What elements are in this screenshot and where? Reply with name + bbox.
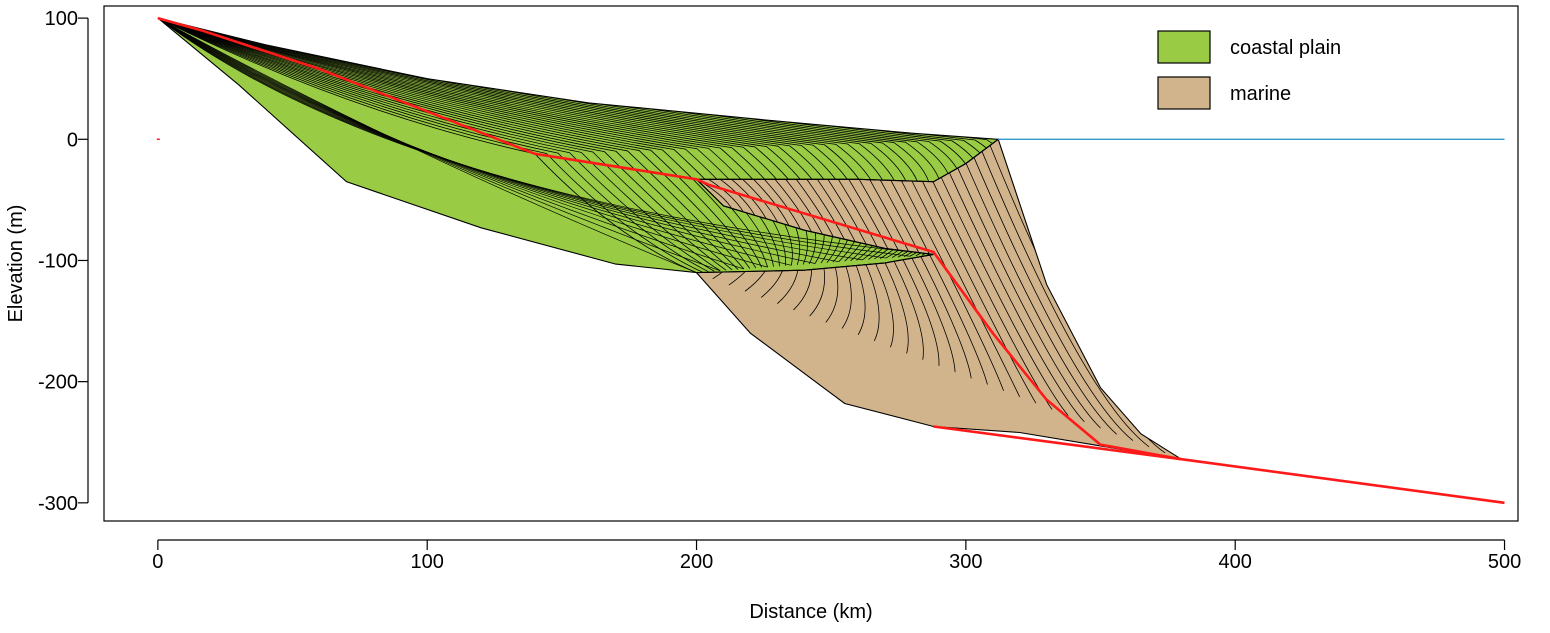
- y-tick-label: 0: [67, 129, 78, 151]
- marine-time-line: [937, 147, 1085, 423]
- coastal-time-line: [157, 18, 709, 273]
- x-tick-label: 300: [949, 551, 982, 573]
- coastal-time-line: [157, 18, 715, 272]
- basement-line: [933, 425, 1505, 505]
- coastal-plain-region: [157, 18, 999, 273]
- marine-time-line: [867, 156, 972, 379]
- coastal-time-line: [157, 18, 934, 255]
- marine-time-line: [816, 163, 894, 348]
- marine-time-line: [796, 165, 866, 335]
- marine-time-line: [826, 161, 909, 354]
- y-tick-label: -200: [38, 372, 78, 394]
- coastal-time-line: [157, 18, 727, 271]
- y-tick-label: 100: [45, 8, 78, 30]
- x-tick-label: 200: [680, 551, 713, 573]
- y-axis: -300 -200 -100 0 100: [38, 8, 89, 515]
- y-tick-label: -100: [38, 250, 78, 272]
- marine-time-line: [847, 159, 940, 366]
- marine-time-line: [836, 160, 924, 360]
- x-axis-title: Distance (km): [749, 601, 872, 623]
- x-tick-label: 0: [152, 551, 163, 573]
- legend-label-marine: marine: [1230, 83, 1291, 105]
- marine-time-line: [967, 143, 1134, 441]
- coastal-time-line: [157, 18, 745, 270]
- marine-time-line: [957, 144, 1117, 435]
- marine-time-line: [927, 148, 1069, 416]
- coastal-time-line: [157, 18, 739, 270]
- region-outline: [695, 138, 1182, 460]
- coastal-time-line: [157, 18, 763, 268]
- legend-swatch-coastal-plain: [1157, 30, 1211, 64]
- marine-time-line: [947, 145, 1101, 429]
- marine-time-line: [877, 155, 988, 385]
- coastal-time-line: [157, 18, 751, 269]
- x-tick-label: 400: [1219, 551, 1252, 573]
- coastal-time-line: [157, 18, 757, 269]
- shoreline-trajectory-line: [157, 16, 1182, 461]
- x-tick-label: 100: [411, 551, 444, 573]
- marine-time-line: [857, 157, 956, 373]
- marine-time-line: [977, 141, 1150, 448]
- legend-label-coastal-plain: coastal plain: [1230, 37, 1341, 59]
- marine-time-line: [907, 151, 1037, 404]
- coastal-time-line: [157, 18, 733, 271]
- coastal-plain-fill: [157, 18, 999, 273]
- x-axis: 0 100 200 300 400 500: [152, 539, 1521, 573]
- marine-fill: [696, 139, 1182, 460]
- marine-region: [696, 139, 1182, 460]
- marine-time-line: [806, 164, 880, 342]
- y-tick-label: -300: [38, 493, 78, 515]
- plot-frame: [103, 5, 1519, 522]
- marine-time-line: [887, 153, 1004, 391]
- y-axis-title: Elevation (m): [5, 205, 27, 323]
- legend: coastal plain marine: [1157, 30, 1341, 110]
- legend-swatch-marine: [1157, 76, 1211, 110]
- region-outlines: [157, 17, 1182, 460]
- x-tick-label: 500: [1488, 551, 1521, 573]
